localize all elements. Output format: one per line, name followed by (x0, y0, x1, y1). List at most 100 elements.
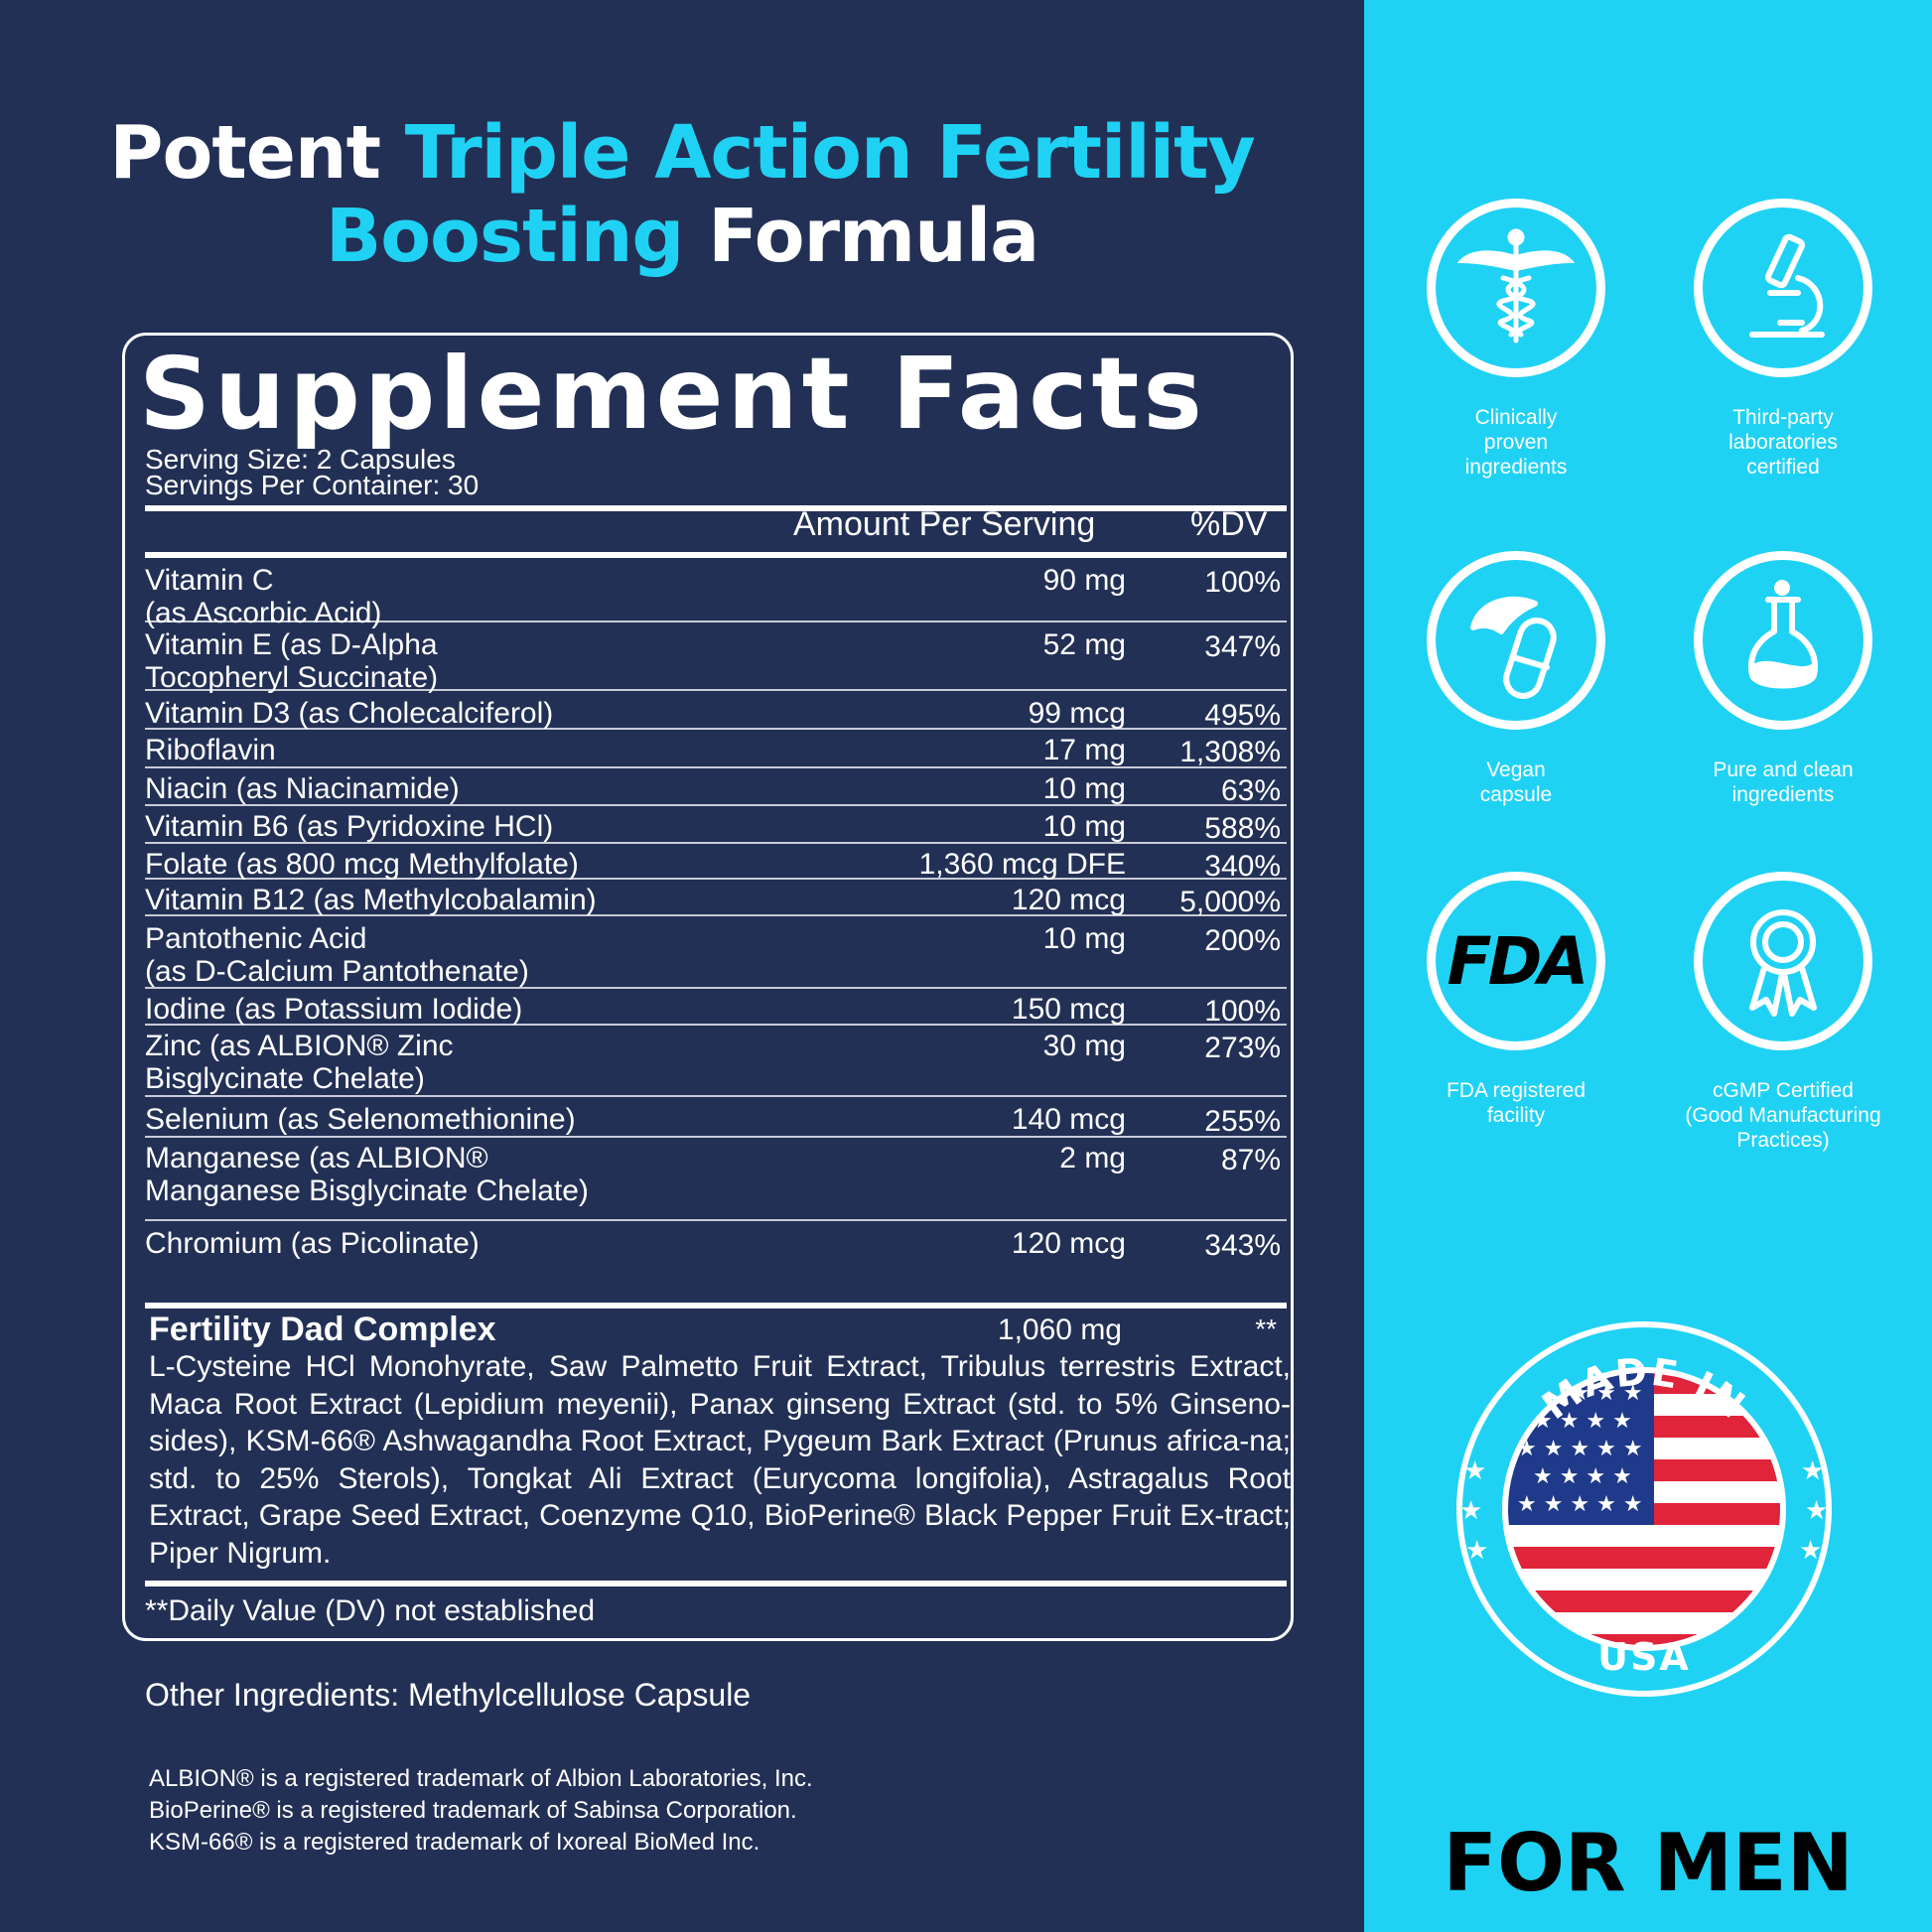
serving-size: Serving Size: 2 Capsules (145, 444, 456, 475)
nutrient-dv: 340% (1204, 850, 1281, 883)
badge-vegan-capsule: Vegan capsule (1397, 551, 1635, 807)
nutrient-dv: 347% (1204, 630, 1281, 663)
nutrient-dv: 87% (1220, 1144, 1281, 1176)
usa-text: USA (1597, 1635, 1691, 1679)
table-row: Vitamin C (as Ascorbic Acid) 90 mg 100% (145, 554, 1287, 629)
table-row: Vitamin B6 (as Pyridoxine HCl) 10 mg 588% (145, 806, 1287, 845)
nutrient-amount: 99 mcg (1028, 697, 1126, 730)
thick-rule (145, 505, 1287, 511)
nutrient-dv: 495% (1204, 699, 1281, 732)
nutrient-dv: 200% (1204, 924, 1281, 957)
badge-label: Clinically proven ingredients (1464, 406, 1568, 479)
nutrient-dv: 100% (1204, 566, 1281, 599)
trademark-line: ALBION® is a registered trademark of Alb… (149, 1765, 813, 1792)
badge-label: cGMP Certified (Good Manufacturing Pract… (1685, 1079, 1881, 1152)
table-row: Selenium (as Selenomethionine) 140 mcg 255… (145, 1097, 1287, 1138)
dv-header: %DV (1190, 505, 1268, 543)
table-row: Vitamin E (as D-Alpha Tocopheryl Succina… (145, 622, 1287, 694)
nutrient-dv: 588% (1204, 812, 1281, 845)
nutrient-dv: 343% (1204, 1229, 1281, 1262)
table-row: Pantothenic Acid (as D-Calcium Pantothen… (145, 916, 1287, 989)
badge-cgmp-certified: cGMP Certified (Good Manufacturing Pract… (1664, 872, 1902, 1153)
nutrient-amount: 90 mg (1042, 564, 1126, 597)
badge-clinically-proven: Clinically proven ingredients (1397, 199, 1635, 480)
nutrient-name: Manganese (as ALBION® Manganese Bisglyci… (145, 1142, 589, 1207)
nutrient-dv: 1,308% (1179, 736, 1281, 768)
badge-label: Pure and clean ingredients (1713, 759, 1854, 806)
nutrient-amount: 17 mg (1042, 734, 1126, 766)
complex-ingredients: L-Cysteine HCl Monohyrate, Saw Palmetto … (149, 1350, 1291, 1570)
supplement-facts-box: Supplement Facts Serving Size: 2 Capsule… (122, 333, 1294, 1641)
caduceus-icon (1427, 199, 1605, 377)
nutrient-name: Niacin (as Niacinamide) (145, 772, 460, 805)
badge-third-party: Third-party laboratories certified (1664, 199, 1902, 480)
amount-header: Amount Per Serving (793, 505, 1096, 543)
svg-text:★: ★ (1463, 1456, 1486, 1486)
table-row: Manganese (as ALBION® Manganese Bisglyci… (145, 1138, 1287, 1221)
nutrient-name: Vitamin D3 (as Cholecalciferol) (145, 697, 554, 730)
complex-dv: ** (1255, 1313, 1277, 1344)
fda-icon: FDA (1427, 872, 1605, 1050)
thick-rule (145, 552, 1287, 558)
nutrient-amount: 140 mcg (1011, 1103, 1126, 1136)
svg-text:★ ★ ★ ★ ★: ★ ★ ★ ★ ★ (1517, 1492, 1643, 1517)
svg-text:★: ★ (1459, 1496, 1482, 1526)
facts-title: Supplement Facts (139, 336, 1206, 452)
headline-white-2: Formula (683, 194, 1039, 279)
svg-text:★ ★ ★ ★ ★: ★ ★ ★ ★ ★ (1517, 1437, 1643, 1461)
nutrient-amount: 120 mcg (1011, 1227, 1126, 1260)
headline-accent-1: Triple Action Fertility (404, 110, 1256, 196)
svg-text:★ ★ ★ ★: ★ ★ ★ ★ (1533, 1409, 1632, 1434)
table-row: Folate (as 800 mcg Methylfolate) 1,360 mc… (145, 844, 1287, 883)
headline-white-1: Potent (109, 110, 405, 196)
svg-text:★: ★ (1465, 1536, 1488, 1566)
badge-pure-clean: Pure and clean ingredients (1664, 551, 1902, 807)
nutrient-amount: 10 mg (1042, 772, 1126, 805)
badge-label: Third-party laboratories certified (1728, 406, 1838, 479)
trademark-line: KSM-66® is a registered trademark of Ixo… (149, 1829, 760, 1856)
nutrient-name: Riboflavin (145, 734, 276, 766)
supplement-panel: Potent Triple Action Fertility Boosting … (0, 0, 1364, 1932)
table-row: Vitamin D3 (as Cholecalciferol) 99 mcg 495… (145, 691, 1287, 732)
svg-text:★: ★ (1805, 1496, 1828, 1526)
svg-text:★: ★ (1799, 1536, 1822, 1566)
usa-flag-seal-icon: ★ ★ ★ ★ ★ ★ ★ ★ ★ ★ ★ ★ ★ ★ ★ ★ ★ ★ ★ ★ … (1456, 1321, 1832, 1697)
nutrient-amount: 10 mg (1042, 922, 1126, 955)
table-row: Riboflavin 17 mg 1,308% (145, 730, 1287, 768)
fda-icon-text: FDA (1447, 922, 1589, 1000)
other-ingredients: Other Ingredients: Methylcellulose Capsu… (145, 1677, 752, 1713)
table-row: Iodine (as Potassium Iodide) 150 mcg 100% (145, 989, 1287, 1028)
nutrient-dv: 63% (1220, 774, 1281, 807)
dv-footnote: **Daily Value (DV) not established (145, 1594, 596, 1627)
badge-fda-registered: FDA FDA registered facility (1397, 872, 1635, 1128)
microscope-icon (1694, 199, 1872, 377)
servings-per-container: Servings Per Container: 30 (145, 470, 480, 500)
complex-amount: 1,060 mg (997, 1313, 1122, 1346)
for-men-label: FOR MEN (1443, 1817, 1854, 1909)
table-row: Zinc (as ALBION® Zinc Bisglycinate Chela… (145, 1026, 1287, 1097)
thick-rule (145, 1581, 1287, 1587)
flask-icon (1694, 551, 1872, 730)
headline-accent-2: Boosting (325, 194, 685, 279)
nutrient-name: Vitamin B12 (as Methylcobalamin) (145, 884, 597, 916)
nutrient-dv: 5,000% (1179, 886, 1281, 918)
trademark-line: BioPerine® is a registered trademark of … (149, 1797, 797, 1824)
table-row: Chromium (as Picolinate) 120 mcg 343% (145, 1221, 1287, 1271)
nutrient-dv: 100% (1204, 995, 1281, 1028)
award-ribbon-icon (1694, 872, 1872, 1050)
nutrient-amount: 120 mcg (1011, 884, 1126, 916)
headline: Potent Triple Action Fertility Boosting … (0, 111, 1364, 278)
thick-rule (145, 1303, 1287, 1309)
nutrient-name: Folate (as 800 mcg Methylfolate) (145, 848, 579, 881)
complex-title: Fertility Dad Complex (149, 1311, 496, 1348)
badge-label: FDA registered facility (1446, 1079, 1587, 1127)
nutrient-name: Pantothenic Acid (as D-Calcium Pantothen… (145, 922, 529, 988)
table-row: Niacin (as Niacinamide) 10 mg 63% (145, 768, 1287, 807)
nutrient-name: Vitamin B6 (as Pyridoxine HCl) (145, 810, 554, 843)
nutrient-amount: 52 mg (1042, 628, 1126, 661)
nutrient-name: Vitamin C (as Ascorbic Acid) (145, 564, 382, 629)
svg-text:★ ★ ★ ★: ★ ★ ★ ★ (1533, 1464, 1632, 1489)
nutrient-dv: 255% (1204, 1105, 1281, 1138)
svg-text:★: ★ (1801, 1456, 1824, 1486)
nutrient-amount: 150 mcg (1011, 993, 1126, 1026)
